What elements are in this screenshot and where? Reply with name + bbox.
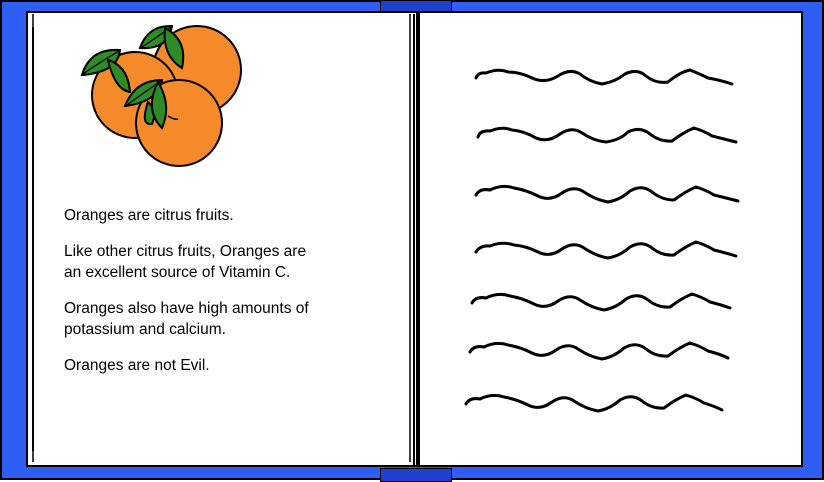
scribble-line [468,341,730,361]
scribble-line [474,68,734,86]
leaf-icon [163,26,185,70]
leaf-icon [106,58,132,94]
scribble-line [474,240,738,260]
paragraph-1: Oranges are citrus fruits. [64,207,234,224]
paragraph-3: Oranges also have high amounts of potass… [64,300,309,338]
right-page [418,11,803,467]
leaf-icon [151,79,168,130]
paragraph-2: Like other citrus fruits, Oranges are an… [64,243,307,281]
scribble-line [474,184,740,204]
scribble-line [464,393,724,413]
leaf-icon [80,48,122,77]
oranges-illustration [80,24,242,167]
scribble-line [470,292,732,312]
paragraph-4: Oranges are not Evil. [64,357,210,374]
scribble-line [476,126,738,144]
left-page-text: Oranges are citrus fruits. Like other ci… [64,205,384,391]
